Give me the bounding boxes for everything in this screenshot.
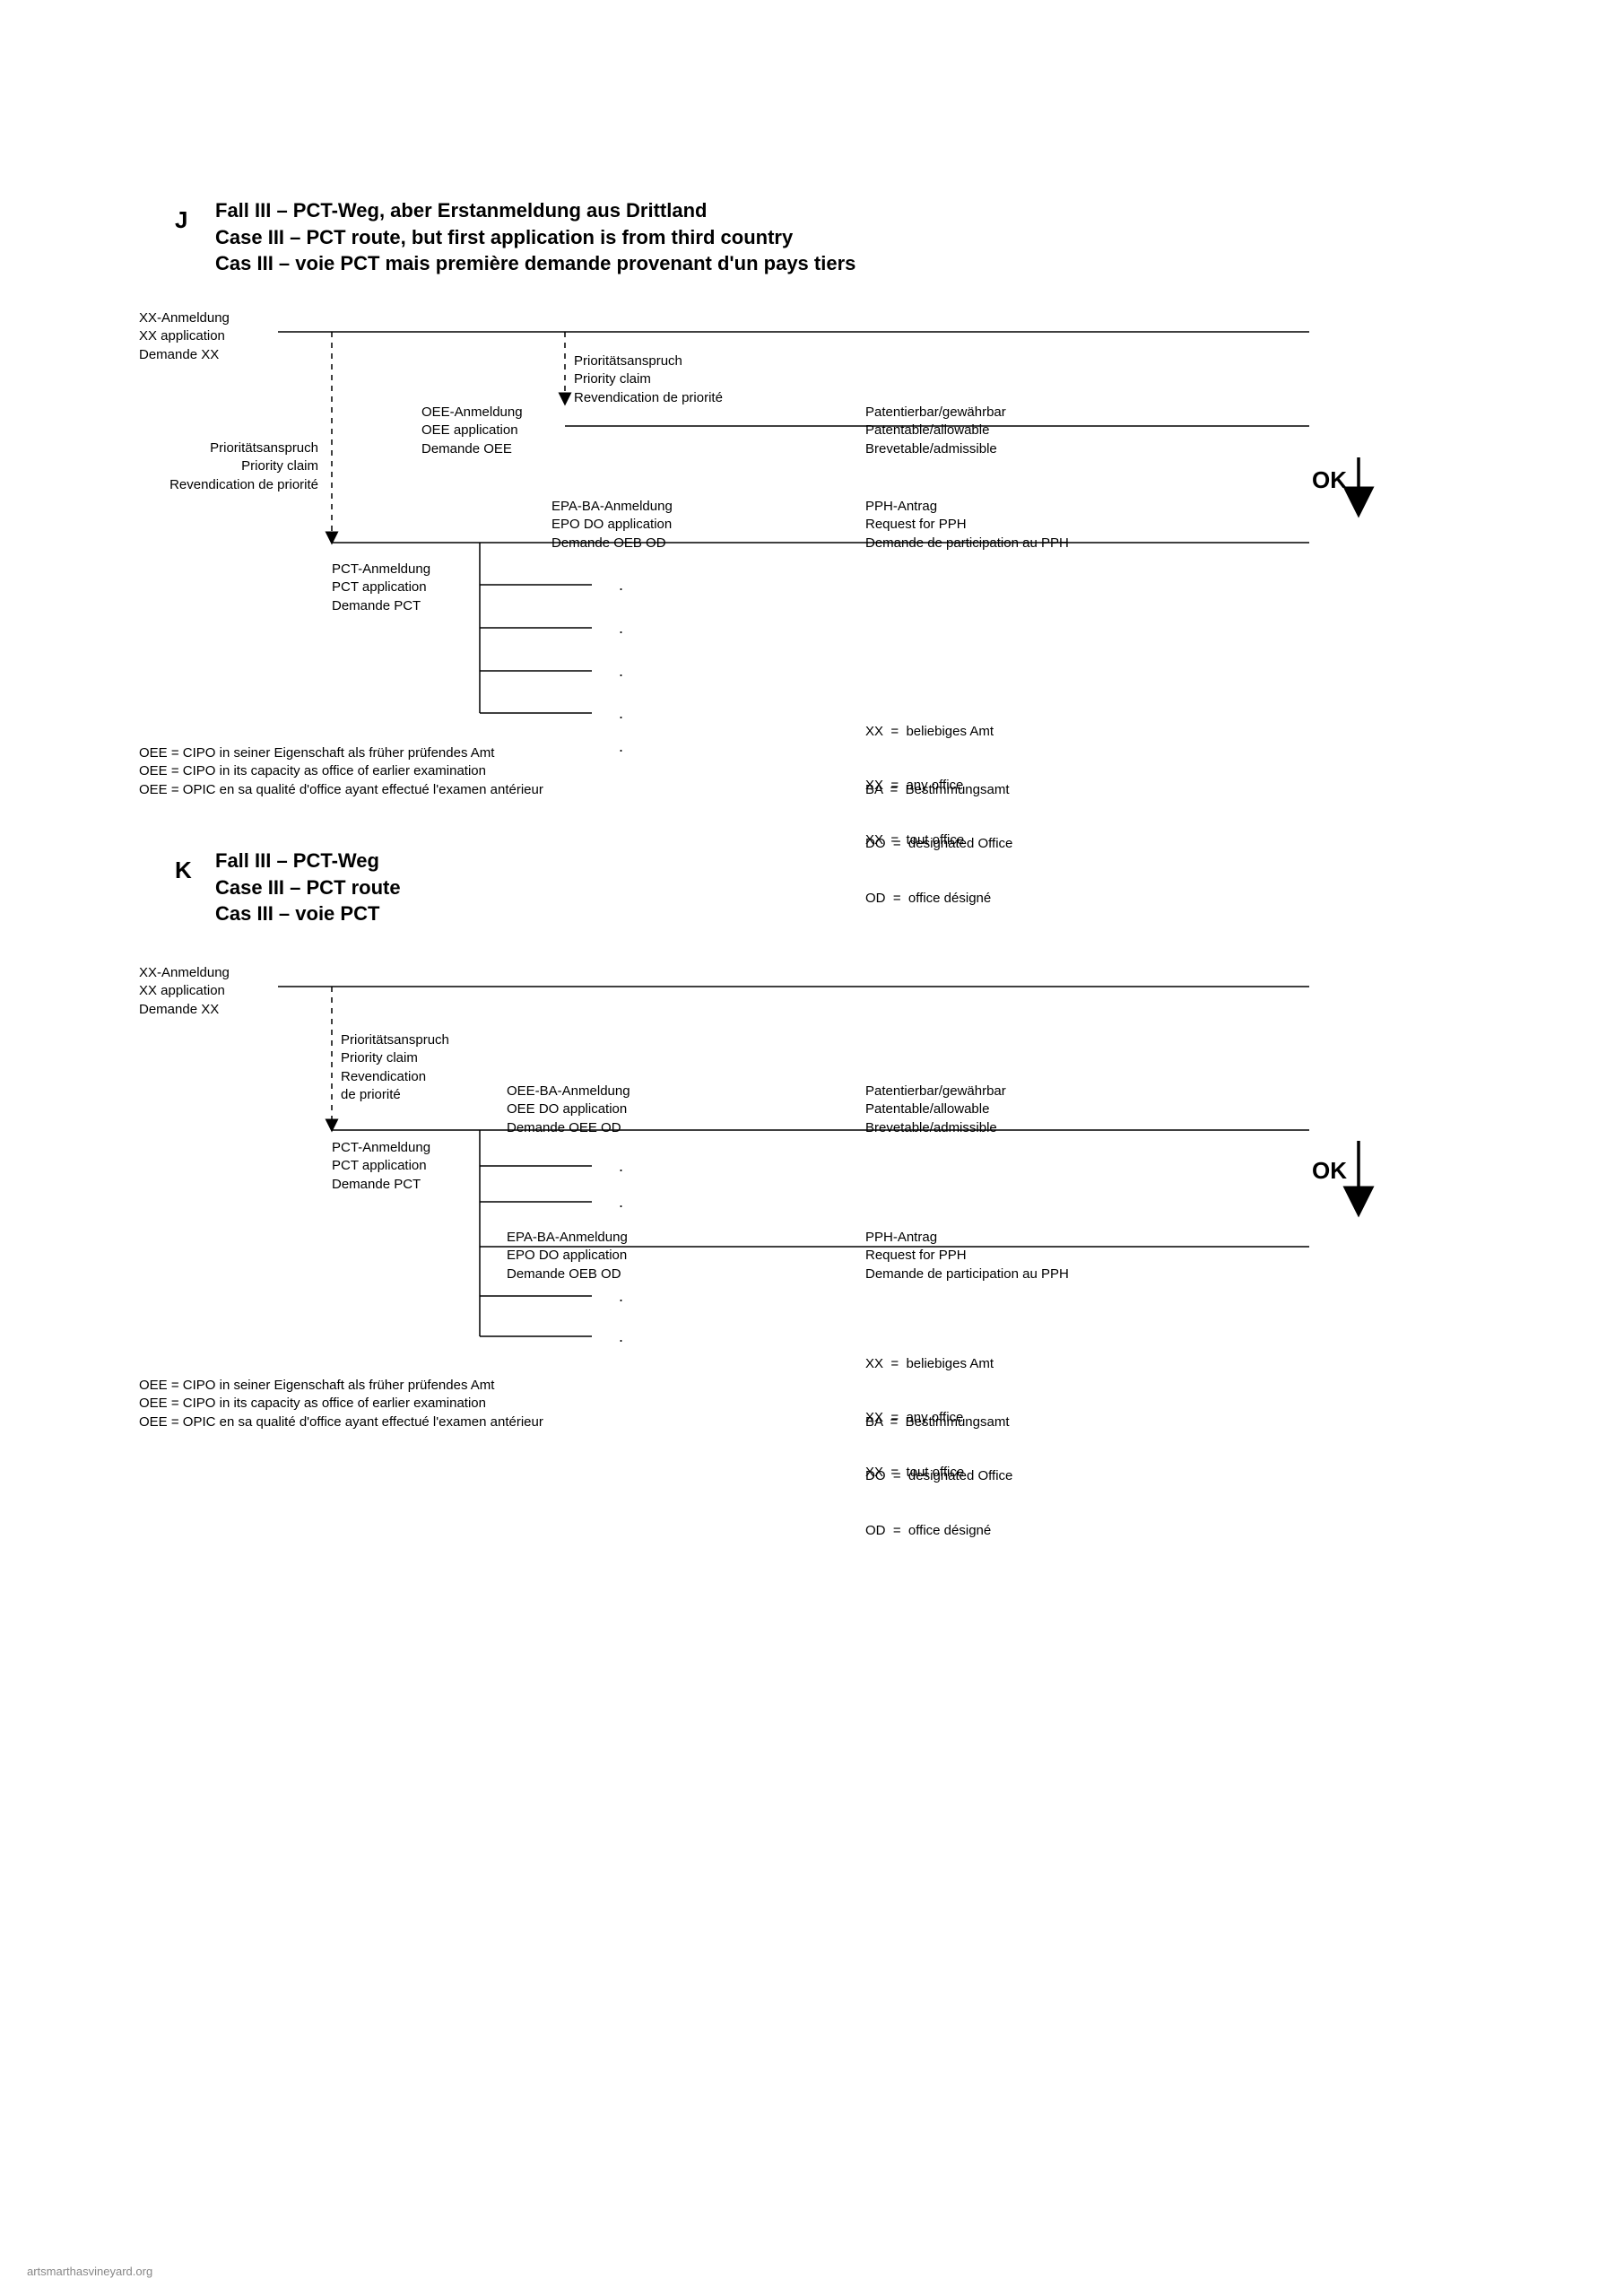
label: XX-Anmeldung bbox=[139, 964, 230, 982]
k-pct-app: PCT-Anmeldung PCT application Demande PC… bbox=[332, 1139, 430, 1194]
label: Priority claim bbox=[341, 1049, 449, 1067]
label: OEE DO application bbox=[507, 1100, 630, 1118]
label: Demande OEB OD bbox=[507, 1265, 628, 1283]
diagram-k-svg: . . . . bbox=[139, 0, 1394, 1435]
label: EPA-BA-Anmeldung bbox=[507, 1229, 628, 1247]
svg-text:.: . bbox=[619, 1157, 623, 1175]
label: de priorité bbox=[341, 1086, 449, 1104]
label: Revendication bbox=[341, 1068, 449, 1086]
k-epa-app: EPA-BA-Anmeldung EPO DO application Dema… bbox=[507, 1229, 628, 1283]
label: OD = office désigné bbox=[865, 1522, 1012, 1540]
footer-watermark: artsmarthasvineyard.org bbox=[27, 2265, 152, 2278]
svg-text:.: . bbox=[619, 1327, 623, 1345]
k-oee-defs: OEE = CIPO in seiner Eigenschaft als frü… bbox=[139, 1377, 543, 1431]
k-oee-ba: OEE-BA-Anmeldung OEE DO application Dema… bbox=[507, 1083, 630, 1137]
k-ok: OK bbox=[1312, 1157, 1347, 1185]
label: PCT-Anmeldung bbox=[332, 1139, 430, 1157]
label: Demande PCT bbox=[332, 1176, 430, 1194]
label: Patentable/allowable bbox=[865, 1100, 1006, 1118]
label: Demande XX bbox=[139, 1001, 230, 1019]
label: XX application bbox=[139, 982, 230, 1000]
label: Brevetable/admissible bbox=[865, 1119, 1006, 1137]
label: Patentierbar/gewährbar bbox=[865, 1083, 1006, 1100]
label: DO = designated Office bbox=[865, 1467, 1012, 1485]
k-priority: Prioritätsanspruch Priority claim Revend… bbox=[341, 1031, 449, 1104]
label: OEE-BA-Anmeldung bbox=[507, 1083, 630, 1100]
label: Demande OEE OD bbox=[507, 1119, 630, 1137]
label: PCT application bbox=[332, 1157, 430, 1175]
k-ba-defs: BA = Bestimmungsamt DO = designated Offi… bbox=[865, 1377, 1012, 1577]
label: XX = beliebiges Amt bbox=[865, 1355, 994, 1373]
label: Prioritätsanspruch bbox=[341, 1031, 449, 1049]
label: EPO DO application bbox=[507, 1247, 628, 1265]
label: BA = Bestimmungsamt bbox=[865, 1413, 1012, 1431]
k-patentable: Patentierbar/gewährbar Patentable/allowa… bbox=[865, 1083, 1006, 1137]
label: OEE = CIPO in its capacity as office of … bbox=[139, 1395, 543, 1413]
label: OEE = CIPO in seiner Eigenschaft als frü… bbox=[139, 1377, 543, 1395]
label: Demande de participation au PPH bbox=[865, 1265, 1069, 1283]
k-xx-app: XX-Anmeldung XX application Demande XX bbox=[139, 964, 230, 1019]
k-pph: PPH-Antrag Request for PPH Demande de pa… bbox=[865, 1229, 1069, 1283]
label: OEE = OPIC en sa qualité d'office ayant … bbox=[139, 1413, 543, 1431]
label: PPH-Antrag bbox=[865, 1229, 1069, 1247]
svg-text:.: . bbox=[619, 1193, 623, 1211]
label: Request for PPH bbox=[865, 1247, 1069, 1265]
svg-text:.: . bbox=[619, 1287, 623, 1305]
